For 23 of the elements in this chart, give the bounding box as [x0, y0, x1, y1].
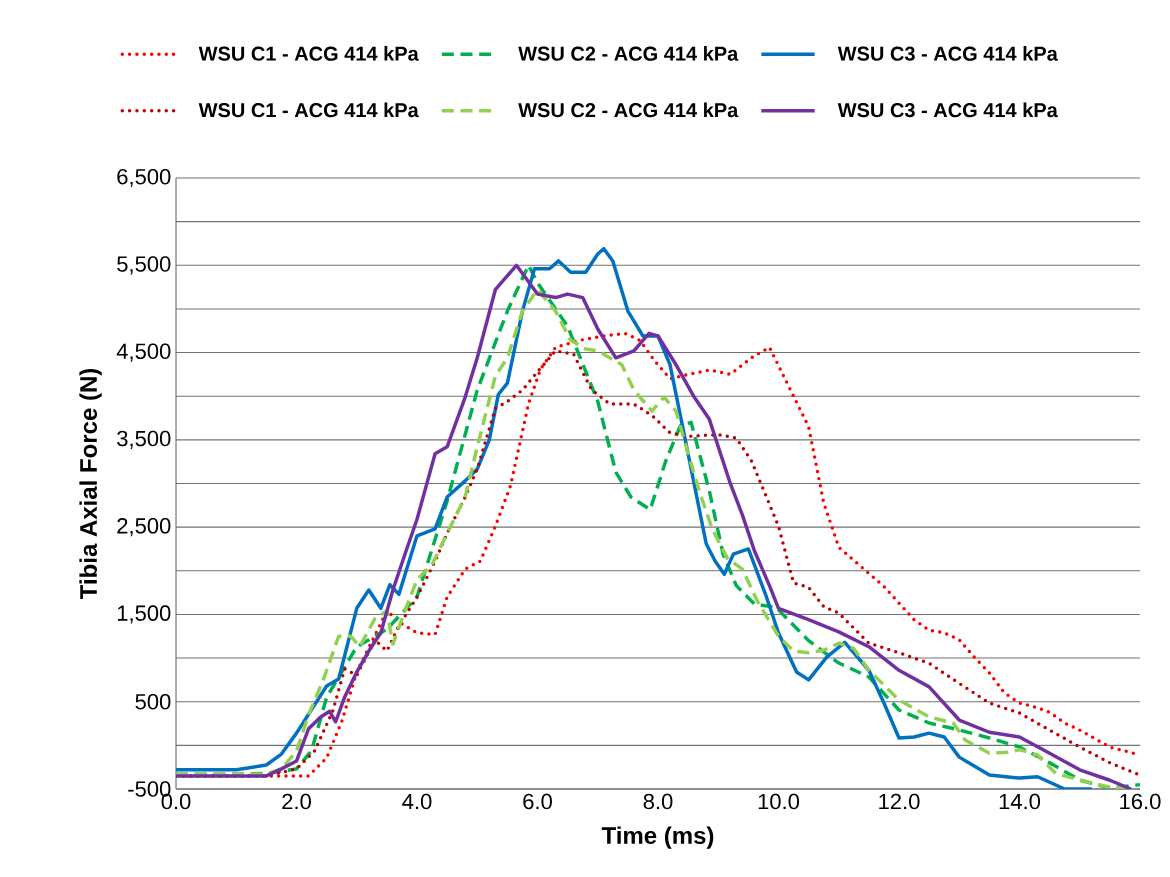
x-axis-title: Time (ms) — [601, 826, 714, 849]
y-tick-label: 6,500 — [117, 168, 171, 188]
legend-label: WSU C1 - ACG 414 kPa — [198, 102, 419, 118]
x-tick-label: 4.0 — [402, 793, 432, 810]
x-tick-label: 8.0 — [643, 793, 673, 810]
y-tick-label: 5,500 — [117, 256, 171, 275]
x-tick-label: 14.0 — [999, 793, 1041, 810]
x-tick-label: 2.0 — [282, 793, 311, 810]
legend-label: WSU C2 - ACG 414 kPa — [518, 46, 739, 61]
legend-label: WSU C1 - ACG 414 kPa — [198, 46, 419, 61]
y-tick-label: 1,500 — [117, 605, 171, 624]
y-tick-label: 2,500 — [117, 518, 171, 537]
y-tick-label: 3,500 — [117, 430, 171, 449]
y-tick-label: 4,500 — [116, 343, 171, 362]
legend-label: WSU C2 - ACG 414 kPa — [518, 102, 739, 118]
x-tick-label: 16.0 — [1120, 793, 1161, 810]
x-tick-label: 12.0 — [879, 793, 920, 810]
legend-label: WSU C3 - ACG 414 kPa — [837, 102, 1058, 118]
y-axis-title: Tibia Axial Force (N) — [79, 368, 102, 600]
x-tick-label: 10.0 — [758, 793, 800, 810]
legend-label: WSU C3 - ACG 414 kPa — [837, 46, 1058, 61]
x-tick-label: 6.0 — [523, 793, 552, 810]
y-tick-label: 500 — [135, 693, 171, 710]
